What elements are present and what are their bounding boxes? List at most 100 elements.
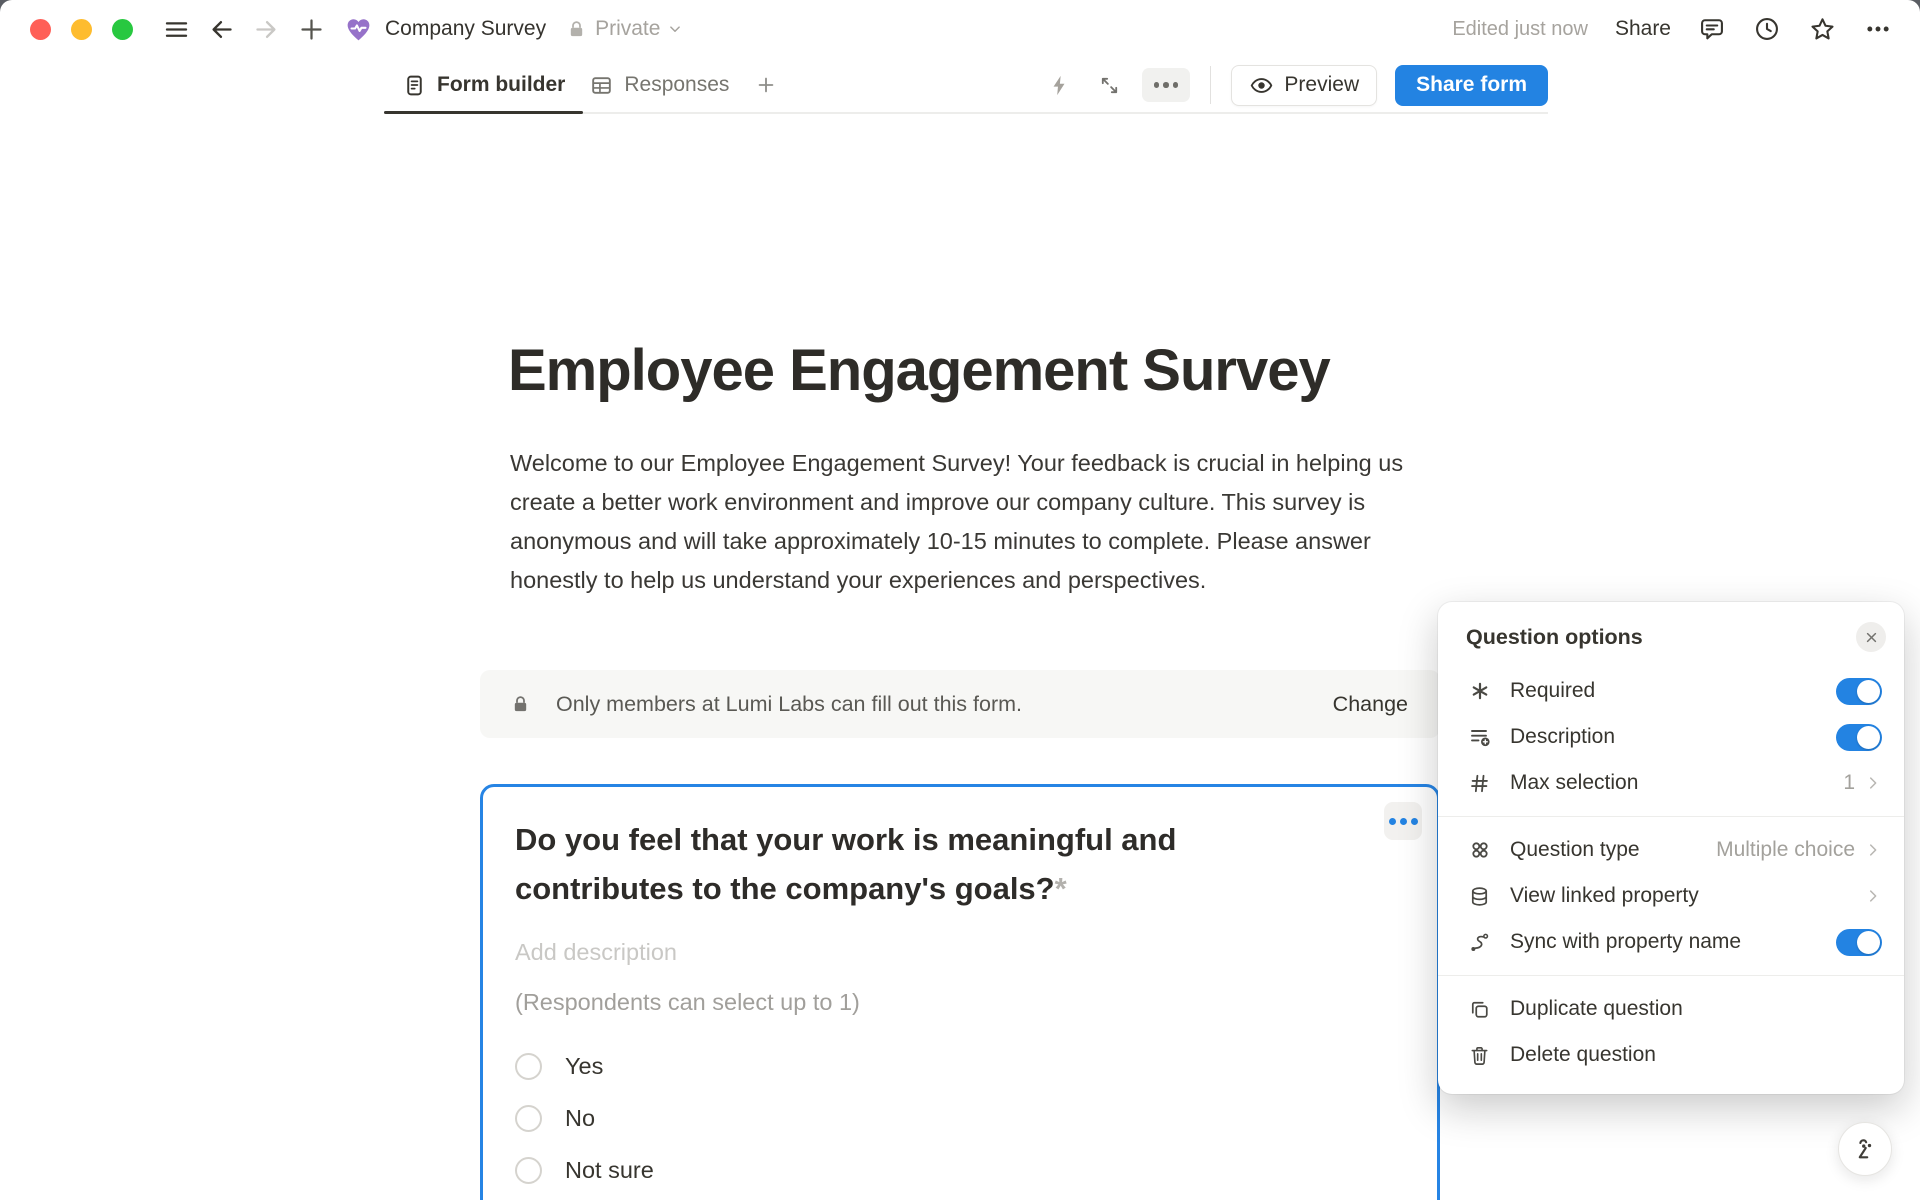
menu-item-label: Max selection <box>1510 771 1639 794</box>
option-label[interactable]: Yes <box>565 1052 604 1079</box>
zoom-window-button[interactable] <box>112 18 133 40</box>
sidebar-menu-button[interactable] <box>159 12 193 46</box>
ellipsis-icon <box>1867 26 1889 32</box>
menu-item-label: Delete question <box>1510 1043 1656 1066</box>
trash-icon <box>1466 1044 1493 1067</box>
preview-label: Preview <box>1284 73 1360 96</box>
question-options-popup: Question options Required Description Ma… <box>1438 602 1904 1094</box>
option-row-yes[interactable]: Yes <box>515 1040 1397 1092</box>
access-notice: Only members at Lumi Labs can fill out t… <box>480 670 1440 738</box>
forward-button[interactable] <box>249 12 283 46</box>
back-arrow-icon <box>211 20 232 38</box>
expand-diagonal-icon <box>1102 77 1118 93</box>
plus-icon <box>300 18 322 40</box>
back-button[interactable] <box>204 12 238 46</box>
form-title[interactable]: Employee Engagement Survey <box>508 338 1331 403</box>
database-icon <box>1466 885 1493 908</box>
tab-form-builder-label: Form builder <box>437 73 566 96</box>
tab-responses-label: Responses <box>624 73 730 96</box>
popup-header: Question options <box>1438 620 1904 654</box>
menu-item-max-selection[interactable]: Max selection 1 <box>1438 760 1904 806</box>
lock-icon <box>514 695 527 711</box>
question-description-placeholder[interactable]: Add description <box>515 939 677 965</box>
radio-icon[interactable] <box>515 1156 542 1184</box>
form-builder-icon <box>407 75 422 95</box>
window-controls <box>30 18 133 40</box>
menu-item-label: Required <box>1510 679 1596 702</box>
comments-button[interactable] <box>1698 15 1726 43</box>
add-view-button[interactable] <box>745 74 787 96</box>
popup-divider <box>1438 975 1904 976</box>
sync-property-toggle[interactable] <box>1836 928 1882 956</box>
chevron-down-icon <box>670 26 681 32</box>
menu-item-duplicate-question[interactable]: Duplicate question <box>1438 986 1904 1032</box>
option-row-not-sure[interactable]: Not sure <box>515 1144 1397 1196</box>
description-toggle[interactable] <box>1836 723 1882 751</box>
question-options-button[interactable] <box>1384 802 1422 840</box>
ellipsis-icon <box>1388 817 1396 825</box>
topbar-actions: Edited just now Share <box>1452 15 1892 44</box>
asterisk-icon <box>1466 680 1493 702</box>
minimize-window-button[interactable] <box>71 18 92 40</box>
form-description[interactable]: Welcome to our Employee Engagement Surve… <box>510 450 1404 593</box>
expand-button[interactable] <box>1092 67 1128 103</box>
toolbar-divider <box>1209 66 1212 104</box>
chevron-right-icon <box>1869 844 1877 856</box>
updates-button[interactable] <box>1753 15 1781 43</box>
menu-item-sync-property-name[interactable]: Sync with property name <box>1438 919 1904 965</box>
popup-close-button[interactable] <box>1856 622 1886 652</box>
close-window-button[interactable] <box>30 18 51 40</box>
favorite-button[interactable] <box>1808 15 1837 44</box>
hash-icon <box>1466 772 1493 795</box>
automations-button[interactable] <box>1042 67 1078 103</box>
form-toolbar: Preview Share form <box>1042 64 1548 106</box>
selection-hint: (Respondents can select up to 1) <box>515 989 860 1015</box>
edited-status: Edited just now <box>1452 17 1588 40</box>
tab-form-builder[interactable]: Form builder <box>383 58 584 114</box>
required-asterisk: * <box>1054 871 1067 906</box>
responses-table-icon <box>592 76 612 94</box>
lightning-icon <box>1053 75 1065 95</box>
option-label[interactable]: Not sure <box>565 1156 654 1183</box>
menu-item-description[interactable]: Description <box>1438 714 1904 760</box>
option-row-no[interactable]: No <box>515 1092 1397 1144</box>
radio-icon[interactable] <box>515 1104 542 1132</box>
star-icon <box>1811 17 1834 39</box>
menu-item-required[interactable]: Required <box>1438 668 1904 714</box>
forward-arrow-icon <box>255 20 276 38</box>
view-tabs: Form builder Responses <box>383 58 787 114</box>
sync-curve-icon <box>1466 931 1493 954</box>
menu-item-label: View linked property <box>1510 884 1699 907</box>
duplicate-icon <box>1466 998 1493 1021</box>
notion-ai-button[interactable] <box>1838 1122 1892 1176</box>
menu-item-label: Description <box>1510 725 1616 748</box>
eye-icon <box>1251 77 1273 93</box>
popup-title: Question options <box>1466 624 1643 649</box>
more-options-button[interactable] <box>1864 15 1892 43</box>
question-title[interactable]: Do you feel that your work is meaningful… <box>515 815 1335 913</box>
tab-responses[interactable]: Responses <box>577 58 741 112</box>
option-label[interactable]: No <box>565 1104 596 1131</box>
menu-item-question-type[interactable]: Question type Multiple choice <box>1438 827 1904 873</box>
form-more-button[interactable] <box>1141 68 1190 102</box>
ellipsis-icon <box>1153 82 1160 88</box>
share-button[interactable]: Share <box>1614 17 1671 40</box>
max-selection-value: 1 <box>1843 771 1855 794</box>
privacy-label: Private <box>595 17 661 40</box>
share-form-label: Share form <box>1416 73 1527 96</box>
required-toggle[interactable] <box>1836 677 1882 705</box>
share-form-button[interactable]: Share form <box>1395 64 1548 106</box>
privacy-selector[interactable]: Private <box>566 17 684 41</box>
question-card[interactable]: Do you feel that your work is meaningful… <box>480 784 1440 1200</box>
question-type-icon <box>1466 838 1493 862</box>
hamburger-icon <box>165 21 187 37</box>
change-access-button[interactable]: Change <box>1332 691 1408 716</box>
page-title[interactable]: Company Survey <box>385 17 547 40</box>
menu-item-view-linked-property[interactable]: View linked property <box>1438 873 1904 919</box>
new-tab-button[interactable] <box>294 12 328 46</box>
menu-item-delete-question[interactable]: Delete question <box>1438 1032 1904 1078</box>
preview-button[interactable]: Preview <box>1231 64 1378 106</box>
heart-pulse-page-icon <box>347 18 370 40</box>
radio-icon[interactable] <box>515 1052 542 1080</box>
